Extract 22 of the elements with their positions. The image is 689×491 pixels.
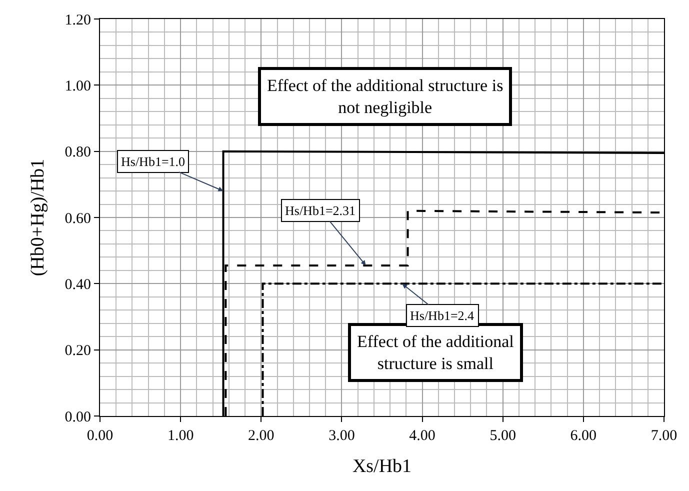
x-tick-label: 6.00 [570,428,597,444]
y-tick-label: 1.00 [64,78,91,94]
annotation: Hs/Hb1=2.31 [285,203,356,218]
y-tick-label: 0.60 [64,210,91,227]
y-tick-label: 1.20 [64,12,91,28]
x-axis-title: Xs/Hb1 [352,456,412,477]
y-tick-label: 0.40 [64,276,91,293]
y-tick-label: 0.80 [64,144,91,161]
x-tick-label: 7.00 [650,428,678,444]
y-tick-label: 0.20 [64,343,91,360]
x-tick-label: 4.00 [409,428,436,444]
x-tick-label: 0.00 [86,428,114,444]
x-tick-label: 2.00 [248,428,274,444]
annotation: Effect of the additional structure is not negligible [267,76,504,118]
x-tick-label: 3.00 [328,428,355,444]
y-tick-label: 0.00 [64,409,91,426]
annotation: Hs/Hb1=1.0 [121,154,186,169]
y-axis-title: (Hb0+Hg)/Hb1 [28,158,49,276]
x-tick-label: 1.00 [167,428,194,444]
annotation: Hs/Hb1=2.4 [410,308,475,323]
annotation: Effect of the additional structure is small [357,332,514,374]
x-tick-label: 5.00 [490,428,516,444]
